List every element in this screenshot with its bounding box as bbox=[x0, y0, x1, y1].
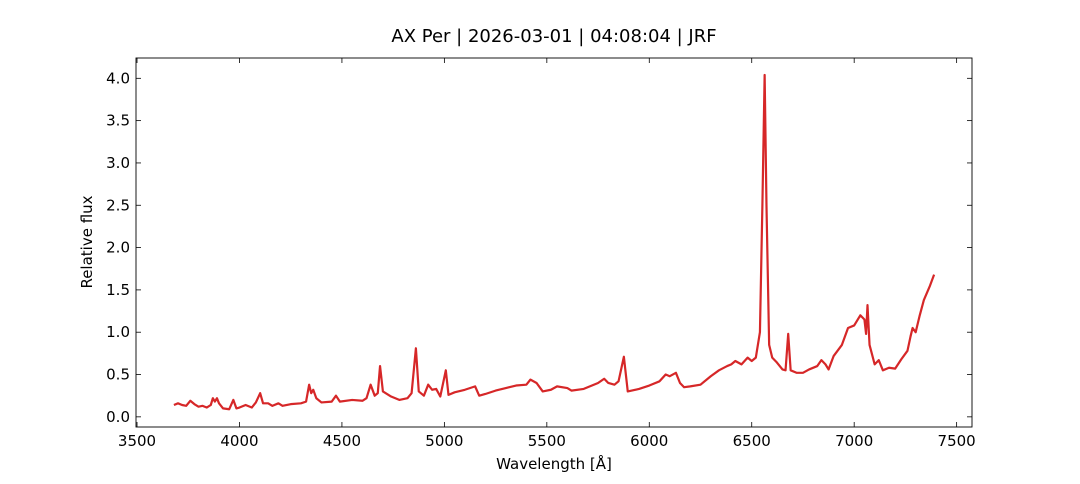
y-tick-label: 0.0 bbox=[106, 408, 130, 426]
y-tick-label: 1.0 bbox=[106, 323, 130, 341]
x-tick-label: 7500 bbox=[938, 432, 976, 450]
y-tick-label: 3.0 bbox=[106, 154, 130, 172]
x-tick-label: 5500 bbox=[528, 432, 566, 450]
x-tick-label: 4500 bbox=[323, 432, 361, 450]
y-tick-label: 2.0 bbox=[106, 239, 130, 257]
y-tick-label: 3.5 bbox=[106, 112, 130, 130]
x-tick-label: 6500 bbox=[733, 432, 771, 450]
x-tick-label: 7000 bbox=[835, 432, 873, 450]
chart-title: AX Per | 2026-03-01 | 04:08:04 | JRF bbox=[391, 26, 716, 47]
spectrum-line bbox=[173, 73, 936, 411]
y-axis-label: Relative flux bbox=[78, 195, 96, 288]
plot-frame bbox=[135, 57, 973, 428]
x-tick-label: 4000 bbox=[220, 432, 258, 450]
y-tick-label: 4.0 bbox=[106, 69, 130, 87]
x-axis-label: Wavelength [Å] bbox=[496, 454, 612, 473]
y-tick-label: 2.5 bbox=[106, 196, 130, 214]
x-tick-label: 3500 bbox=[118, 432, 156, 450]
x-tick-label: 6000 bbox=[630, 432, 668, 450]
y-tick-label: 0.5 bbox=[106, 366, 130, 384]
y-tick-label: 1.5 bbox=[106, 281, 130, 299]
x-tick-label: 5000 bbox=[425, 432, 463, 450]
